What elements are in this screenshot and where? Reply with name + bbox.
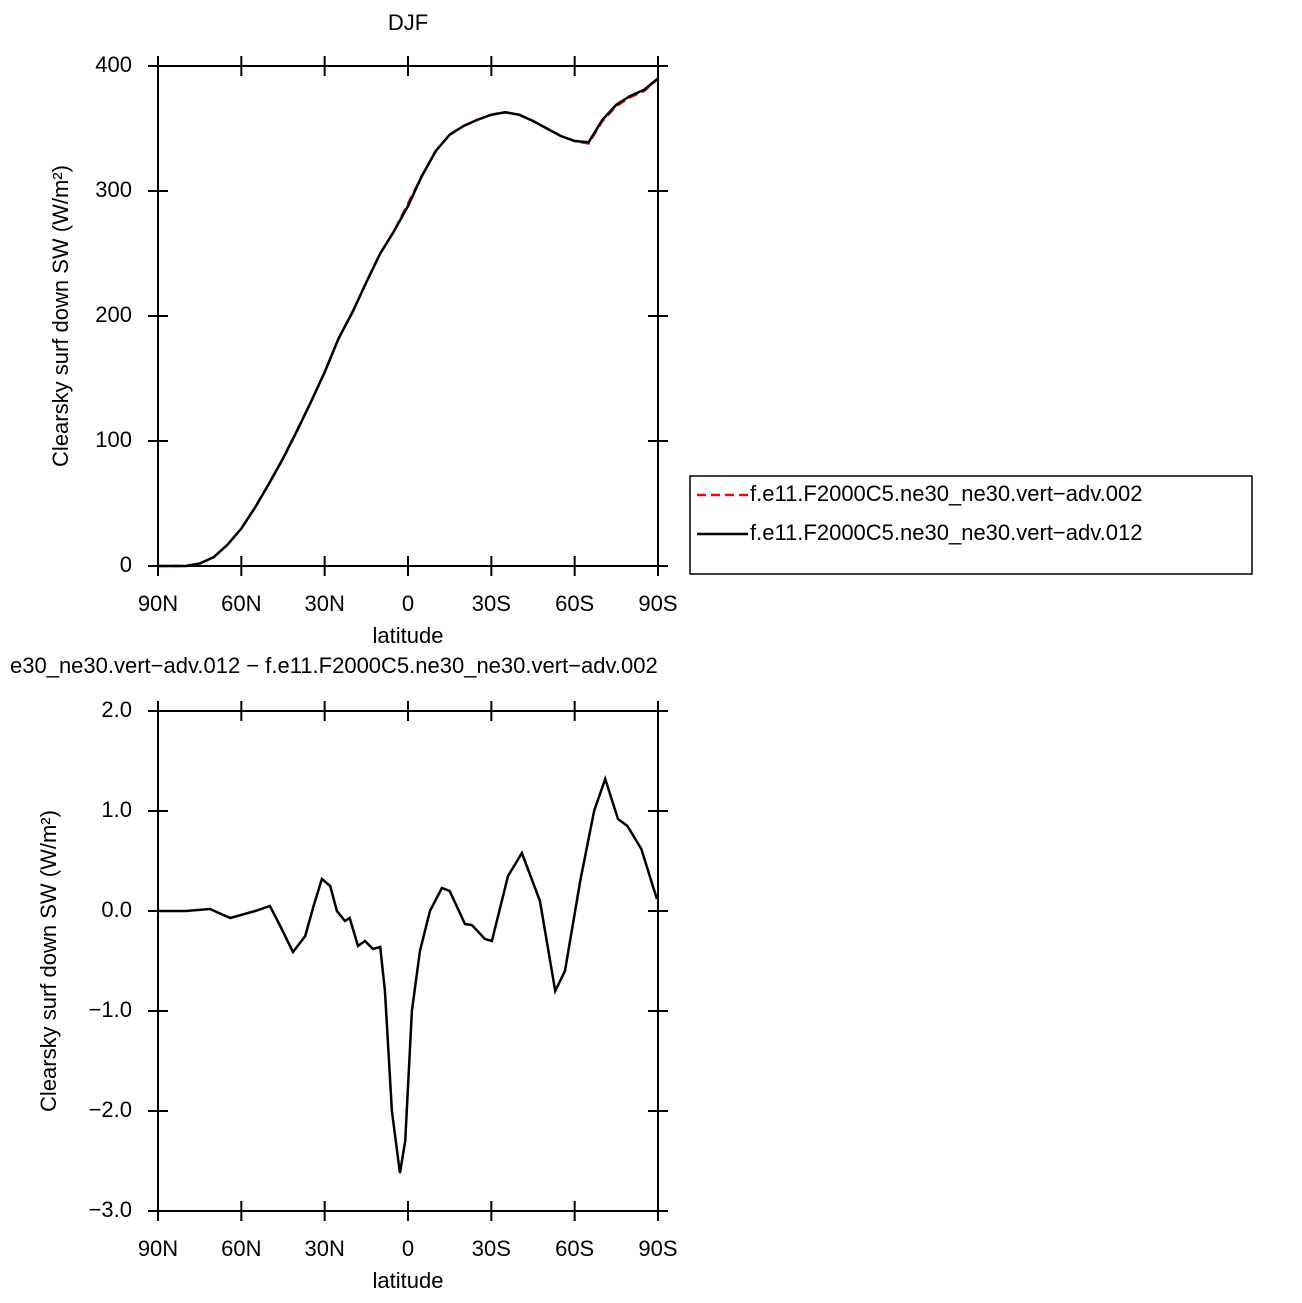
y-tick-label: −3.0 bbox=[89, 1197, 132, 1222]
legend-label: f.e11.F2000C5.ne30_ne30.vert−adv.002 bbox=[750, 481, 1142, 506]
y-tick-label: 0.0 bbox=[101, 897, 132, 922]
line-series bbox=[158, 77, 659, 568]
line-series bbox=[158, 775, 659, 1174]
y-tick-label: 1.0 bbox=[101, 797, 132, 822]
chart-title: e30_ne30.vert−adv.012 − f.e11.F2000C5.ne… bbox=[10, 653, 658, 678]
legend-label: f.e11.F2000C5.ne30_ne30.vert−adv.012 bbox=[750, 520, 1142, 545]
x-tick-label: 60S bbox=[555, 1236, 594, 1261]
x-tick-label: 60N bbox=[221, 1236, 261, 1261]
x-tick-label: 30S bbox=[472, 591, 511, 616]
x-tick-label: 30S bbox=[472, 1236, 511, 1261]
x-tick-label: 60N bbox=[221, 591, 261, 616]
plot-frame bbox=[157, 65, 659, 567]
x-tick-label: 60S bbox=[555, 591, 594, 616]
x-axis-label: latitude bbox=[373, 1268, 444, 1293]
x-tick-label: 30N bbox=[304, 591, 344, 616]
chart-title: DJF bbox=[388, 10, 428, 35]
x-tick-label: 90N bbox=[138, 1236, 178, 1261]
y-tick-label: 300 bbox=[95, 177, 132, 202]
y-tick-label: −2.0 bbox=[89, 1097, 132, 1122]
plot-frame bbox=[157, 710, 659, 1212]
y-tick-label: 2.0 bbox=[101, 697, 132, 722]
line-series bbox=[158, 77, 659, 568]
x-tick-label: 90S bbox=[638, 591, 677, 616]
y-tick-label: 0 bbox=[120, 552, 132, 577]
y-tick-label: 200 bbox=[95, 302, 132, 327]
x-tick-label: 90S bbox=[638, 1236, 677, 1261]
y-axis-label: Clearsky surf down SW (W/m²) bbox=[48, 165, 73, 467]
x-axis-label: latitude bbox=[373, 623, 444, 648]
x-tick-label: 0 bbox=[402, 1236, 414, 1261]
y-tick-label: 100 bbox=[95, 427, 132, 452]
y-axis-label: Clearsky surf down SW (W/m²) bbox=[36, 810, 61, 1112]
x-tick-label: 90N bbox=[138, 591, 178, 616]
legend-box bbox=[689, 475, 1253, 575]
y-tick-label: 400 bbox=[95, 52, 132, 77]
x-tick-label: 30N bbox=[304, 1236, 344, 1261]
y-tick-label: −1.0 bbox=[89, 997, 132, 1022]
x-tick-label: 0 bbox=[402, 591, 414, 616]
